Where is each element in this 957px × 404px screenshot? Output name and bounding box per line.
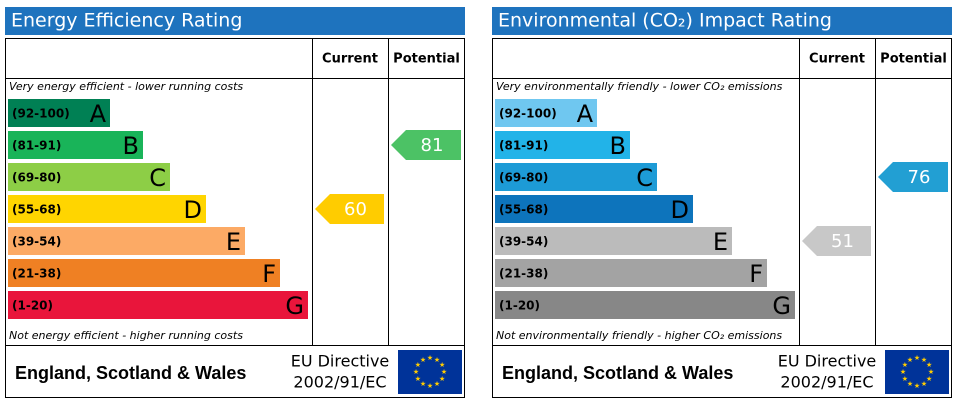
eu-star: ★	[439, 375, 445, 383]
band-range: (81-91)	[499, 139, 548, 153]
band-letter: C	[149, 164, 166, 192]
rating-arrow	[315, 194, 384, 224]
band-range: (1-20)	[12, 299, 53, 313]
eu-star: ★	[900, 368, 906, 376]
band	[495, 131, 630, 159]
band-range: (92-100)	[12, 107, 70, 121]
band	[8, 99, 110, 127]
band-range: (21-38)	[12, 267, 61, 281]
band-letter: G	[772, 292, 791, 320]
band	[495, 163, 657, 191]
band-letter: C	[636, 164, 653, 192]
band	[8, 131, 143, 159]
band	[495, 227, 732, 255]
eu-star: ★	[427, 354, 433, 362]
eu-star: ★	[914, 354, 920, 362]
rating-value: 81	[421, 135, 444, 156]
band	[495, 259, 767, 287]
band	[495, 291, 795, 319]
footer-directive: EU Directive	[778, 352, 877, 371]
band-letter: D	[184, 196, 202, 224]
eu-star: ★	[427, 382, 433, 390]
band	[8, 227, 245, 255]
band-range: (81-91)	[12, 139, 61, 153]
band-letter: E	[226, 228, 241, 256]
rating-arrow	[391, 130, 461, 160]
band-range: (39-54)	[12, 235, 61, 249]
footer-region: England, Scotland & Wales	[15, 363, 246, 383]
band-range: (69-80)	[499, 171, 548, 185]
band-range: (39-54)	[499, 235, 548, 249]
eu-star: ★	[434, 380, 440, 388]
eu-star: ★	[921, 380, 927, 388]
bottom-note: Not environmentally friendly - higher CO…	[496, 329, 782, 342]
eu-flag	[885, 350, 949, 394]
eu-star: ★	[439, 361, 445, 369]
band	[495, 195, 693, 223]
eu-star: ★	[415, 375, 421, 383]
eu-star: ★	[441, 368, 447, 376]
frame	[492, 38, 952, 398]
band-letter: B	[123, 132, 139, 160]
band-letter: F	[749, 260, 763, 288]
eu-star: ★	[413, 368, 419, 376]
title: Environmental (CO₂) Impact Rating	[498, 10, 832, 32]
eu-star: ★	[902, 375, 908, 383]
eu-star: ★	[415, 361, 421, 369]
footer-region: England, Scotland & Wales	[502, 363, 733, 383]
footer-directive: EU Directive	[291, 352, 390, 371]
top-note: Very energy efficient - lower running co…	[9, 80, 243, 93]
rating-arrow	[878, 162, 948, 192]
eu-star: ★	[926, 375, 932, 383]
band-range: (55-68)	[12, 203, 61, 217]
band-letter: B	[610, 132, 626, 160]
eu-star: ★	[928, 368, 934, 376]
bottom-note: Not energy efficient - higher running co…	[9, 329, 243, 342]
band	[8, 259, 280, 287]
column-header: Current	[322, 52, 378, 67]
footer-code: 2002/91/EC	[780, 373, 873, 392]
band-letter: F	[262, 260, 276, 288]
eu-star: ★	[926, 361, 932, 369]
column-header: Current	[809, 52, 865, 67]
eu-star: ★	[902, 361, 908, 369]
band-letter: G	[285, 292, 304, 320]
column-header: Potential	[393, 52, 460, 67]
band	[495, 99, 597, 127]
band-range: (1-20)	[499, 299, 540, 313]
eu-star: ★	[907, 356, 913, 364]
band	[8, 291, 308, 319]
band	[8, 195, 206, 223]
eu-star: ★	[434, 356, 440, 364]
title-bar	[5, 7, 465, 35]
eu-flag	[398, 350, 462, 394]
rating-value: 60	[344, 199, 367, 220]
top-note: Very environmentally friendly - lower CO…	[496, 80, 783, 93]
band-range: (69-80)	[12, 171, 61, 185]
eu-star: ★	[907, 380, 913, 388]
band-letter: A	[577, 100, 594, 128]
rating-value: 76	[908, 167, 931, 188]
rating-arrow	[802, 226, 871, 256]
title-bar	[492, 7, 952, 35]
title: Energy Efficiency Rating	[11, 10, 242, 32]
band-letter: A	[90, 100, 107, 128]
band-range: (55-68)	[499, 203, 548, 217]
eu-star: ★	[921, 356, 927, 364]
band-range: (21-38)	[499, 267, 548, 281]
band-letter: E	[713, 228, 728, 256]
band	[8, 163, 170, 191]
band-letter: D	[671, 196, 689, 224]
footer-code: 2002/91/EC	[293, 373, 386, 392]
column-header: Potential	[880, 52, 947, 67]
eu-star: ★	[420, 380, 426, 388]
band-range: (92-100)	[499, 107, 557, 121]
eu-star: ★	[914, 382, 920, 390]
eu-star: ★	[420, 356, 426, 364]
rating-value: 51	[831, 231, 854, 252]
frame	[5, 38, 465, 398]
